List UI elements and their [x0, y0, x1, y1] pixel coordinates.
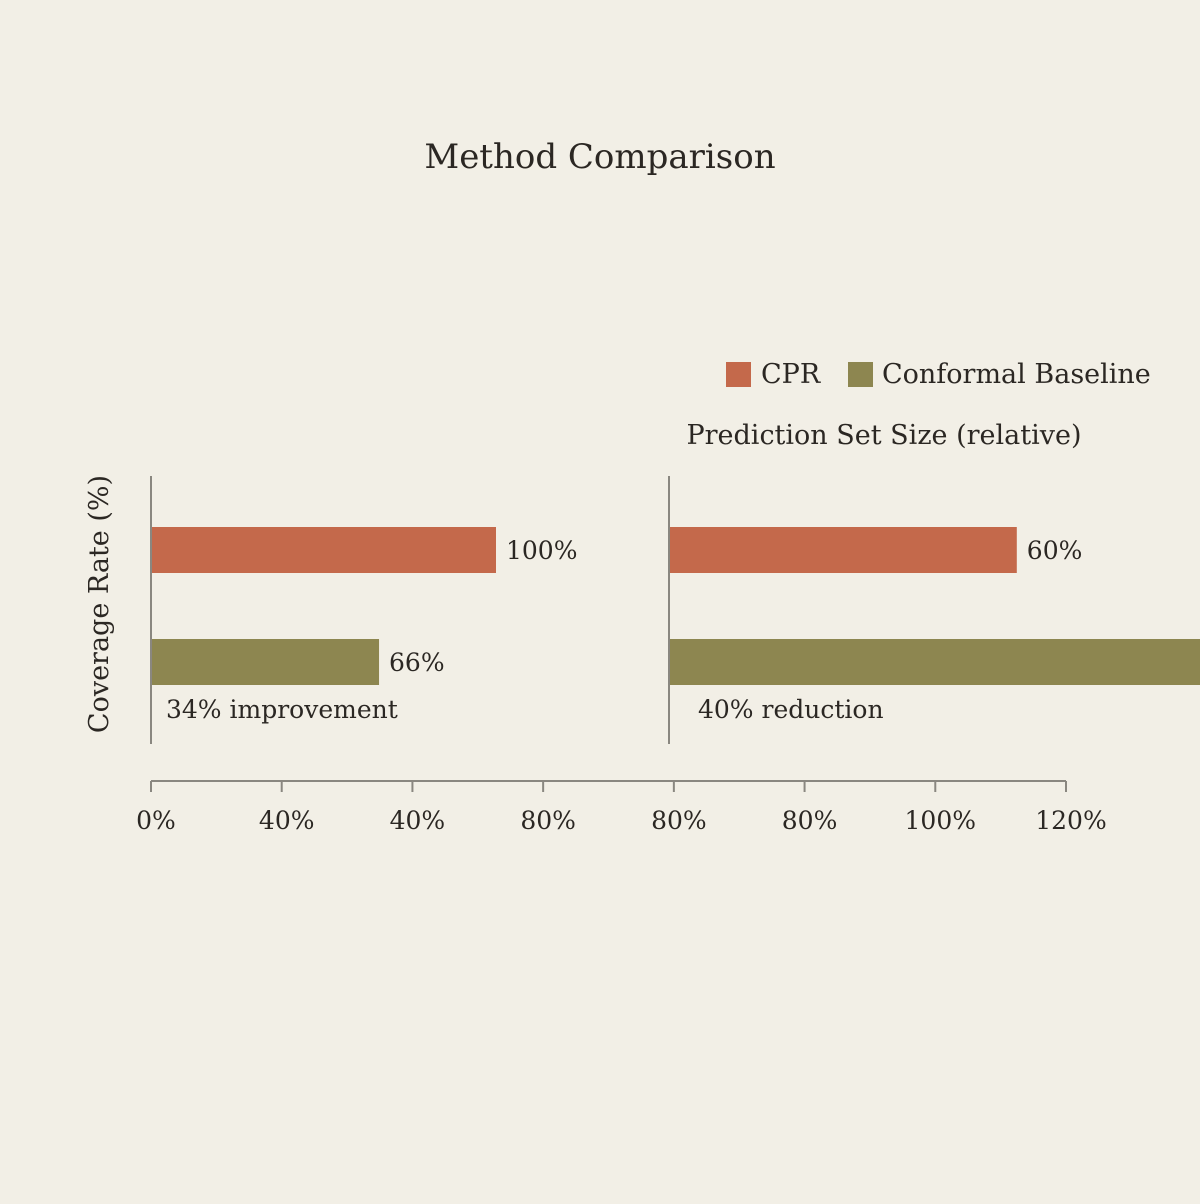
- x-ticks: 0% 40% 40% 80% 80% 80% 100% 120%: [136, 781, 1107, 835]
- legend-label-cpr: CPR: [761, 359, 821, 390]
- value-label-panel-2-cpr: 60%: [1027, 536, 1083, 565]
- x-tick-label: 80%: [520, 806, 576, 835]
- x-tick-label: 0%: [136, 806, 176, 835]
- bar-panel-1-cpr: [152, 527, 496, 573]
- x-tick-label: 120%: [1035, 806, 1106, 835]
- panel-2-annotation: 40% reduction: [698, 695, 884, 724]
- legend-label-baseline: Conformal Baseline: [882, 359, 1151, 390]
- bars-layer: 100%66%60%100%: [152, 527, 1200, 685]
- panel-1-annotation: 34% improvement: [166, 695, 398, 724]
- x-tick-label: 80%: [782, 806, 838, 835]
- x-tick-label: 40%: [390, 806, 446, 835]
- x-tick-label: 80%: [651, 806, 707, 835]
- bar-panel-1-conformal-baseline: [152, 639, 380, 685]
- legend: CPR Conformal Baseline: [726, 359, 1151, 390]
- x-tick-label: 100%: [905, 806, 976, 835]
- bar-panel-2-cpr: [670, 527, 1017, 573]
- chart-title: Method Comparison: [424, 137, 775, 177]
- y-axis-label: Coverage Rate (%): [84, 475, 115, 733]
- value-label-panel-1-cpr: 100%: [506, 536, 577, 565]
- legend-swatch-baseline: [848, 362, 873, 387]
- value-label-panel-1-conformal-baseline: 66%: [389, 648, 445, 677]
- panel-2-title: Prediction Set Size (relative): [686, 420, 1081, 451]
- x-tick-label: 40%: [259, 806, 315, 835]
- legend-swatch-cpr: [726, 362, 751, 387]
- bar-panel-2-conformal-baseline: [670, 639, 1200, 685]
